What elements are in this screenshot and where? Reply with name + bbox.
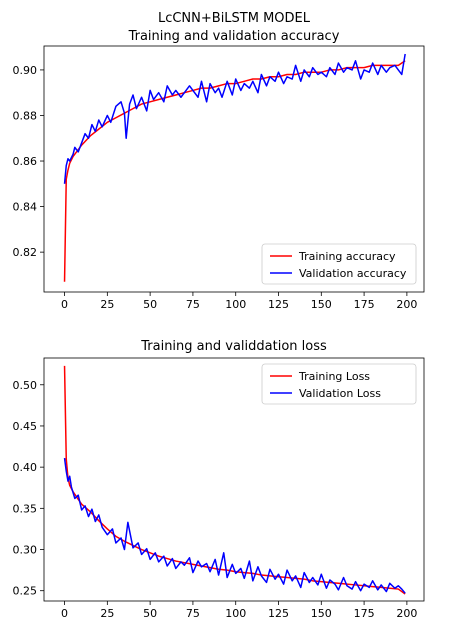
loss-legend: Training Loss Validation Loss	[261, 363, 417, 405]
loss-series-validation-line	[63, 457, 406, 594]
loss-y-tick-label: 0.30	[13, 544, 38, 557]
accuracy-legend-label: Training accuracy	[298, 250, 396, 263]
accuracy-axes-frame	[43, 45, 425, 293]
accuracy-y-tick-label: 0.82	[13, 246, 38, 259]
accuracy-x-tick-label: 150	[311, 298, 332, 311]
loss-chart-title: Training and validdation loss	[140, 339, 327, 354]
loss-x-tick-label: 200	[396, 607, 417, 620]
accuracy-chart-title-line-1: LcCNN+BiLSTM MODEL	[158, 11, 311, 26]
loss-y-tick-label: 0.35	[13, 502, 38, 515]
accuracy-series-training-line	[63, 60, 406, 282]
loss-chart: Training and validdation loss 0 25 50 75 100…	[13, 339, 425, 620]
loss-x-tick-label: 100	[225, 607, 246, 620]
loss-y-tick-label: 0.45	[13, 420, 38, 433]
accuracy-y-tick-label: 0.86	[13, 155, 38, 168]
accuracy-legend: Training accuracy Validation accuracy	[261, 243, 417, 285]
loss-x-tick-label: 25	[100, 607, 114, 620]
loss-legend-box	[261, 363, 417, 405]
accuracy-chart: LcCNN+BiLSTM MODEL Training and validati…	[13, 11, 425, 311]
accuracy-x-tick-label: 175	[354, 298, 375, 311]
accuracy-x-tick-label: 0	[61, 298, 68, 311]
accuracy-x-tick-label: 50	[143, 298, 157, 311]
loss-y-tick-label: 0.50	[13, 379, 38, 392]
loss-y-tick-label: 0.25	[13, 585, 38, 598]
accuracy-x-tick-label: 100	[225, 298, 246, 311]
accuracy-y-tick-label: 0.88	[13, 109, 38, 122]
accuracy-x-tick-label: 125	[268, 298, 289, 311]
loss-x-tick-label: 75	[186, 607, 200, 620]
accuracy-series-layer	[63, 53, 406, 282]
loss-y-tick-label: 0.40	[13, 461, 38, 474]
accuracy-legend-label: Validation accuracy	[299, 267, 407, 280]
accuracy-y-tick-label: 0.84	[13, 201, 38, 214]
accuracy-chart-title-line-2: Training and validation accuracy	[128, 29, 340, 44]
loss-legend-label: Training Loss	[298, 370, 370, 383]
loss-axes-frame	[43, 357, 425, 602]
accuracy-x-tick-label: 75	[186, 298, 200, 311]
loss-x-tick-label: 125	[268, 607, 289, 620]
accuracy-series-validation-line	[63, 53, 406, 184]
loss-x-tick-label: 175	[354, 607, 375, 620]
accuracy-x-tick-label: 200	[396, 298, 417, 311]
accuracy-x-tick-label: 25	[100, 298, 114, 311]
loss-series-layer	[63, 365, 406, 595]
loss-legend-label: Validation Loss	[299, 387, 381, 400]
loss-x-tick-label: 150	[311, 607, 332, 620]
loss-axis-layer: 0 25 50 75 100 125 150 175 200 0.25 0.30 0.35 0.40 0.…	[13, 357, 425, 620]
accuracy-axis-layer: 0 25 50 75 100 125 150 175 200 0.82 0.84 0.86 0.88 0.…	[13, 45, 425, 311]
accuracy-y-tick-label: 0.90	[13, 64, 38, 77]
loss-x-tick-label: 0	[61, 607, 68, 620]
loss-x-tick-label: 50	[143, 607, 157, 620]
accuracy-legend-box	[261, 243, 417, 285]
